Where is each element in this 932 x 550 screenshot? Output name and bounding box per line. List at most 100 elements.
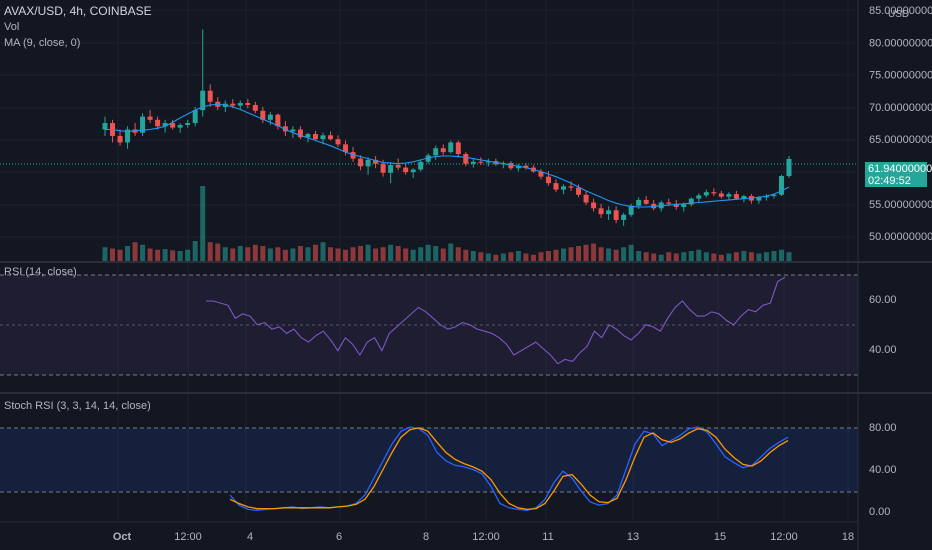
candle-body (508, 163, 514, 169)
last-price-badge: 61.94000000 02:49:52 (865, 162, 932, 187)
volume-bar (440, 248, 446, 261)
candle-body (606, 210, 612, 215)
candle-body (538, 171, 544, 177)
volume-bar (643, 252, 649, 261)
volume-bar (117, 249, 123, 261)
candle-body (485, 161, 491, 163)
bar-countdown: 02:49:52 (868, 175, 911, 187)
volume-bar (748, 252, 754, 261)
volume-bar (162, 249, 168, 261)
currency-label: USD (888, 9, 910, 20)
stoch-d-line (229, 427, 789, 511)
time-tick: 4 (247, 531, 253, 543)
volume-bar (583, 244, 589, 261)
time-axis[interactable]: Oct 12:00 4 6 8 12:00 11 13 15 12:00 18 (113, 531, 854, 543)
ma-label[interactable]: MA (9, close, 0) (4, 37, 81, 49)
candle-body (613, 210, 619, 220)
stoch-tick-0: 0.00 (869, 506, 890, 518)
volume-bar (305, 247, 311, 261)
candle-body (718, 193, 724, 197)
volume-bar (636, 251, 642, 261)
candle-body (711, 192, 717, 194)
volume-bar (358, 246, 364, 261)
volume-bar (327, 247, 333, 261)
volume-label[interactable]: Vol (4, 21, 20, 33)
volume-bar (170, 250, 176, 261)
candle-body (380, 163, 386, 173)
volume-bar (651, 253, 657, 261)
candle-body (320, 135, 326, 140)
candle-body (147, 116, 153, 120)
rsi-label[interactable]: RSI (14, close) (4, 266, 77, 278)
time-tick: 6 (336, 531, 342, 543)
volume-bar (260, 246, 266, 261)
candlesticks (102, 29, 792, 226)
candle-body (252, 104, 258, 111)
candle-body (553, 183, 559, 190)
candle-body (170, 123, 176, 128)
volume-bar (147, 248, 153, 261)
volume-bar (320, 242, 326, 261)
price-axis[interactable]: 85.00000000 80.00000000 75.00000000 70.0000… (869, 5, 932, 243)
volume-bar (252, 244, 258, 261)
last-price-value: 61.94000000 (868, 163, 932, 175)
volume-bar (741, 251, 747, 261)
rsi-line (206, 276, 786, 365)
candle-body (545, 176, 551, 184)
candle-body (583, 194, 589, 203)
symbol-title[interactable]: AVAX/USD, 4h, COINBASE (4, 4, 152, 18)
volume-bar (763, 252, 769, 261)
volume-bar (733, 252, 739, 261)
volume-bar (403, 248, 409, 261)
candle-body (267, 114, 273, 120)
time-tick: 12:00 (472, 531, 500, 543)
candle-body (185, 123, 191, 125)
volume-bar (350, 247, 356, 261)
candle-body (200, 90, 206, 111)
candle-body (192, 110, 198, 124)
volume-bar (200, 186, 206, 261)
volume-bar (463, 249, 469, 261)
candle-body (395, 165, 401, 168)
candle-body (297, 129, 303, 138)
volume-bar (290, 248, 296, 261)
candle-body (643, 199, 649, 204)
candle-body (763, 196, 769, 198)
volume-bar (388, 244, 394, 261)
candle-body (666, 202, 672, 204)
candle-body (478, 161, 484, 163)
volume-bar (703, 252, 709, 261)
volume-bar (192, 241, 198, 261)
volume-bar (410, 249, 416, 261)
volume-bar (455, 247, 461, 261)
volume-bar (230, 248, 236, 261)
stoch-rsi-label[interactable]: Stoch RSI (3, 3, 14, 14, close) (4, 400, 151, 412)
rsi-tick-60: 60.00 (869, 294, 897, 306)
candle-body (358, 158, 364, 167)
volume-bar (778, 249, 784, 261)
volume-bar (771, 251, 777, 261)
candle-body (102, 123, 108, 130)
volume-bar (530, 254, 536, 261)
volume-bar (448, 243, 454, 261)
candle-body (155, 119, 161, 127)
volume-bar (343, 249, 349, 261)
candle-body (673, 203, 679, 208)
candle-body (327, 135, 333, 140)
volume-bar (508, 252, 514, 261)
candle-body (282, 126, 288, 132)
candle-body (373, 159, 379, 164)
candle-body (470, 161, 476, 164)
volume-bar (245, 247, 251, 261)
volume-bar (297, 246, 303, 261)
time-tick: 8 (423, 531, 429, 543)
volume-bar (380, 247, 386, 261)
candle-body (140, 116, 146, 133)
price-tick: 70.00000000 (869, 102, 932, 114)
candle-body (568, 186, 574, 188)
volume-bar (718, 254, 724, 261)
candle-body (125, 129, 131, 143)
price-tick: 85.00000000 (869, 5, 932, 17)
volume-bar (478, 252, 484, 261)
